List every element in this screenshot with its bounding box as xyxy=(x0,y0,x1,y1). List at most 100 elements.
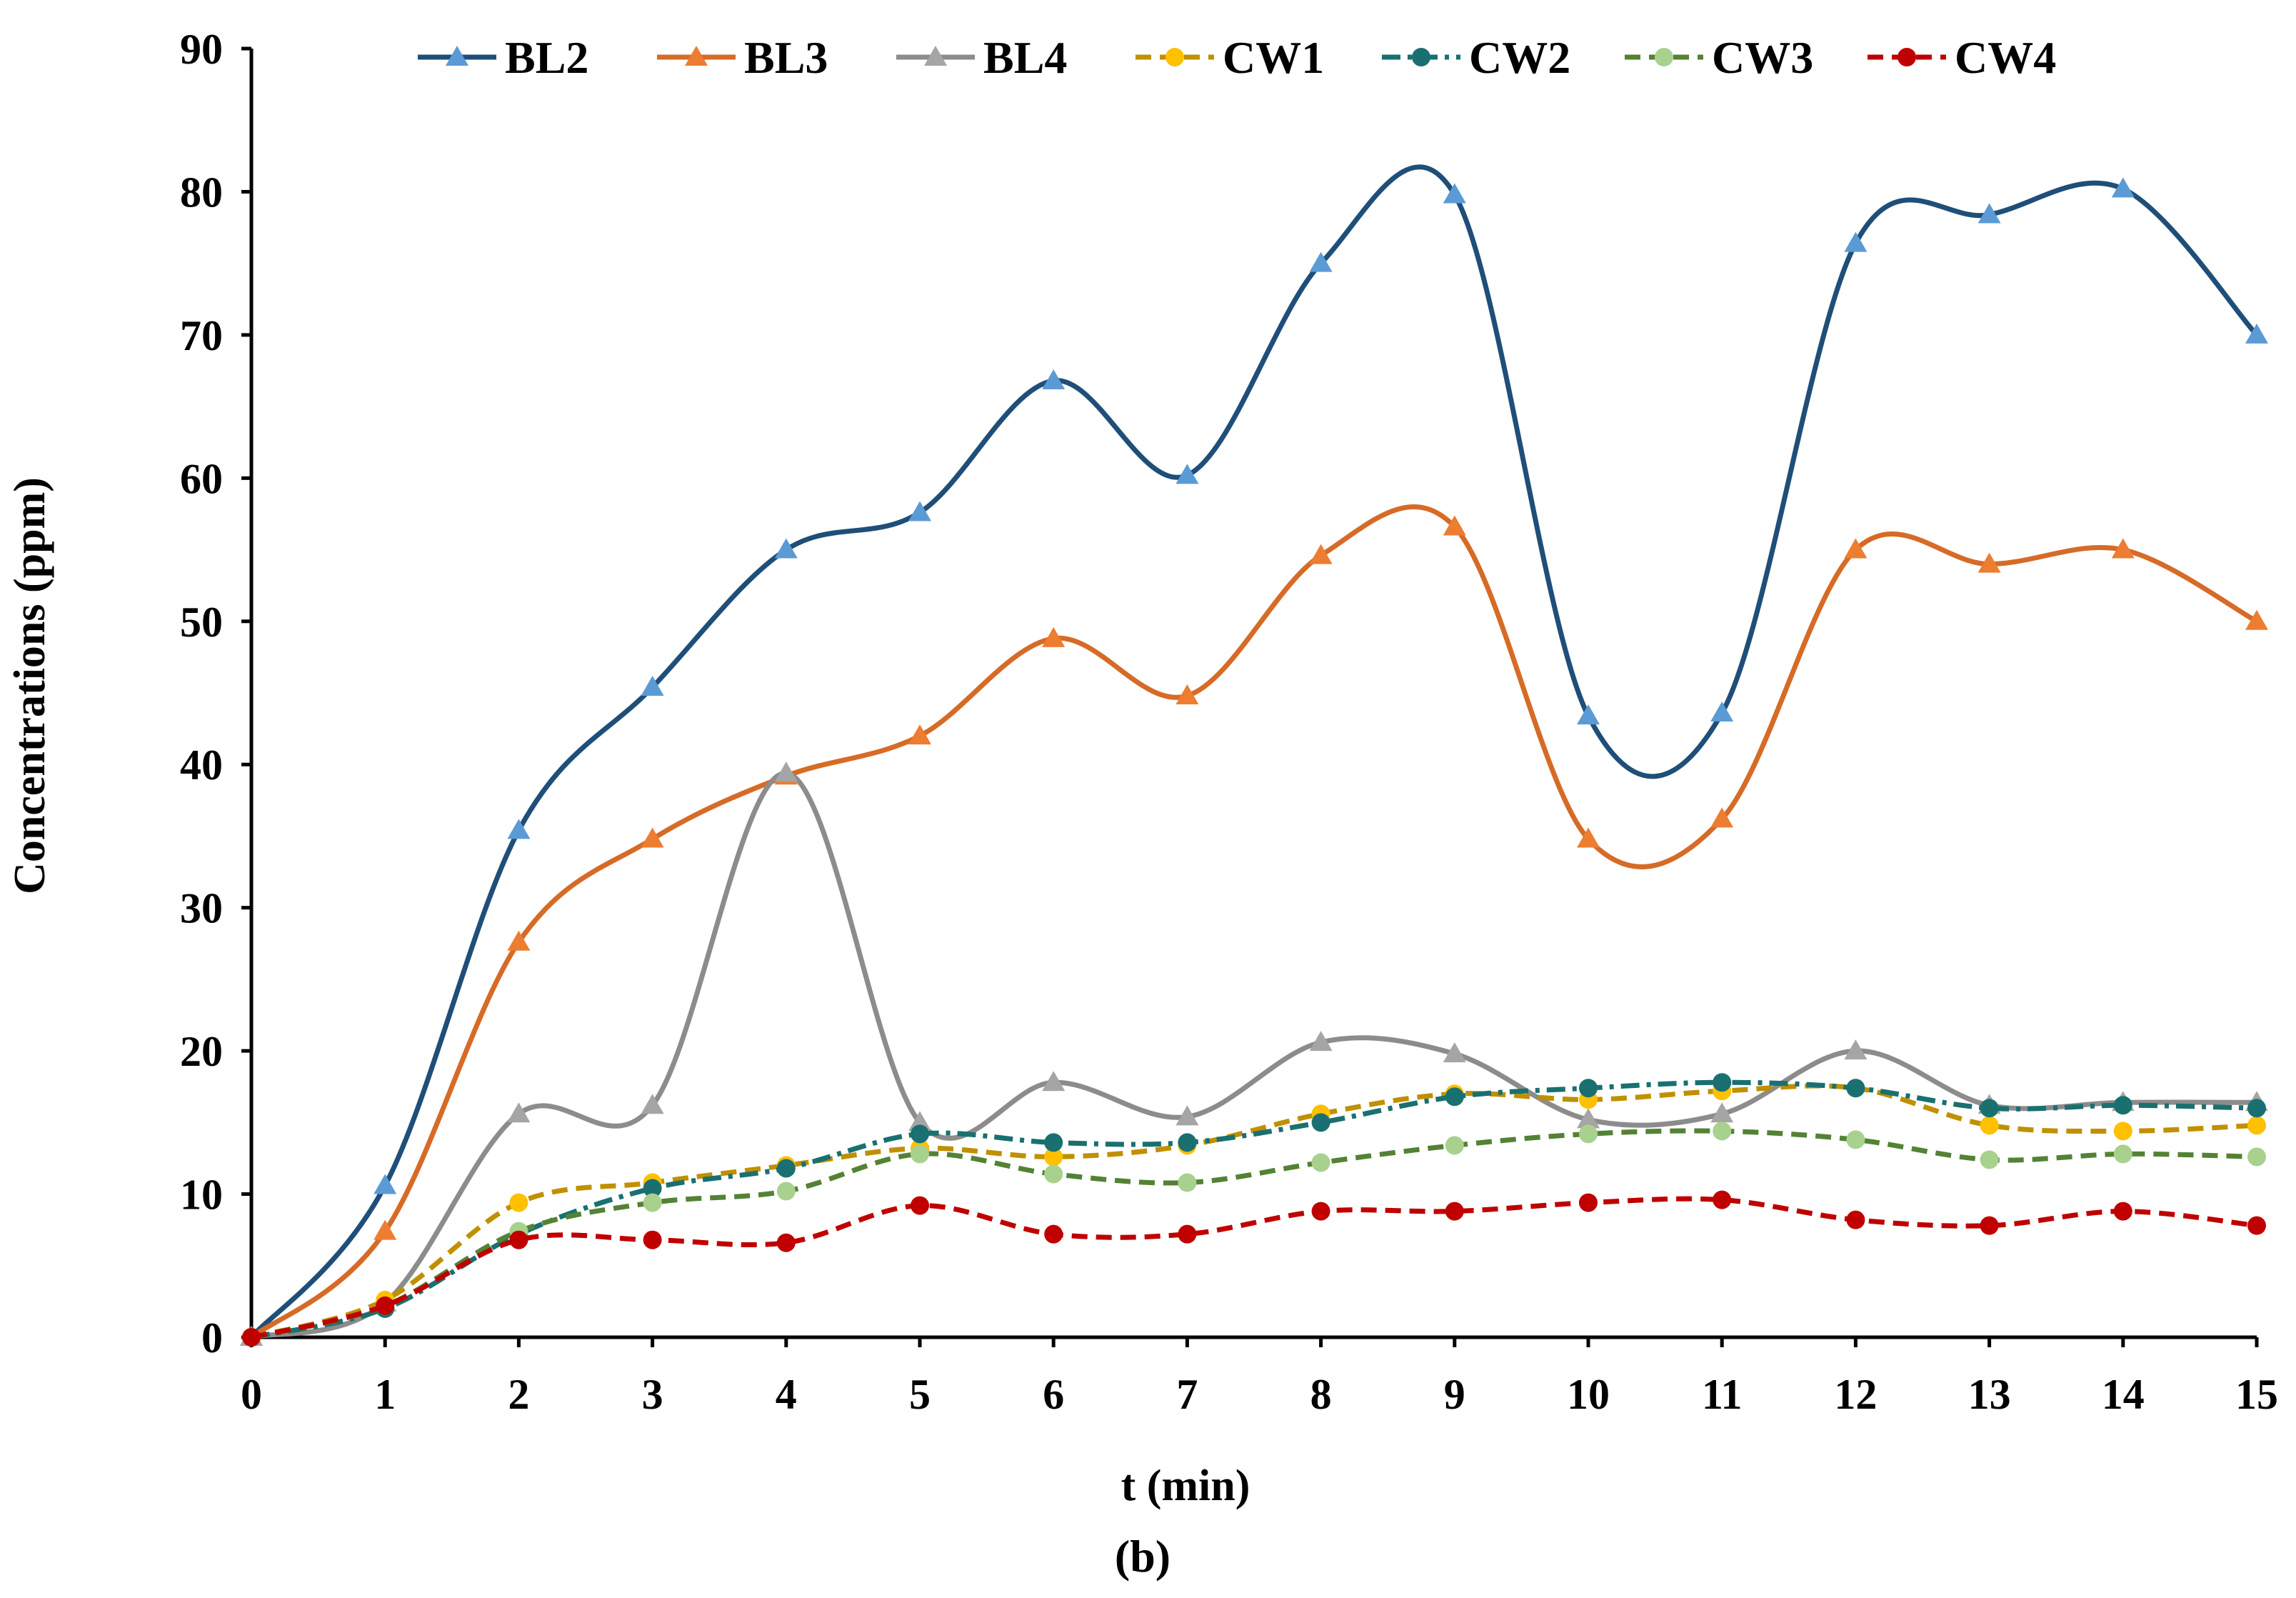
x-tick-label: 7 xyxy=(1176,1371,1198,1418)
data-point-cw1 xyxy=(1980,1116,1999,1135)
data-point-bl3 xyxy=(908,724,931,745)
data-point-bl4 xyxy=(908,1111,931,1132)
series-cw2 xyxy=(242,1073,2266,1347)
series-line-bl2 xyxy=(249,164,2259,1339)
data-point-bl4 xyxy=(507,1102,531,1123)
data-point-cw4 xyxy=(1980,1216,1999,1235)
x-tick-label: 9 xyxy=(1444,1371,1465,1418)
x-tick-label: 5 xyxy=(909,1371,931,1418)
data-point-bl2 xyxy=(641,675,664,696)
data-point-cw2 xyxy=(1445,1087,1464,1107)
data-point-cw4 xyxy=(509,1230,528,1249)
data-point-cw4 xyxy=(911,1196,929,1215)
data-point-cw4 xyxy=(2247,1216,2266,1235)
series-line-cw4 xyxy=(251,1196,2257,1340)
data-point-cw4 xyxy=(1713,1190,1732,1209)
series-cw3 xyxy=(242,1122,2266,1347)
legend-swatch-marker-bl2 xyxy=(446,46,468,66)
series-bl2 xyxy=(240,164,2268,1346)
data-point-cw3 xyxy=(2113,1144,2132,1164)
data-point-cw2 xyxy=(1311,1113,1330,1132)
x-tick-label: 6 xyxy=(1043,1371,1064,1418)
legend-swatch-marker-cw2 xyxy=(1412,48,1430,66)
legend-item-bl2: BL2 xyxy=(418,32,588,83)
data-point-bl4 xyxy=(1577,1108,1600,1129)
legend-item-bl4: BL4 xyxy=(896,32,1067,83)
data-point-cw4 xyxy=(242,1328,261,1347)
y-tick-label: 60 xyxy=(180,455,223,502)
legend-label-cw3: CW3 xyxy=(1712,32,1813,83)
data-point-cw1 xyxy=(2247,1116,2266,1135)
data-point-bl2 xyxy=(1977,203,2001,224)
legend-swatch-marker-bl4 xyxy=(924,46,947,66)
data-point-cw2 xyxy=(1980,1099,1999,1118)
data-point-cw2 xyxy=(776,1159,796,1178)
data-point-cw4 xyxy=(1579,1193,1598,1212)
data-point-cw4 xyxy=(1311,1202,1330,1221)
x-tick-label: 10 xyxy=(1567,1371,1610,1418)
data-point-bl3 xyxy=(1175,684,1199,705)
y-tick-label: 30 xyxy=(180,885,223,932)
y-tick-label: 0 xyxy=(201,1314,223,1362)
data-point-cw2 xyxy=(2113,1096,2132,1115)
data-point-cw4 xyxy=(1445,1202,1464,1221)
data-point-bl2 xyxy=(2245,323,2268,344)
series-cw4 xyxy=(242,1190,2266,1347)
data-point-bl3 xyxy=(1042,626,1066,647)
series-bl3 xyxy=(240,504,2268,1346)
x-tick-label: 13 xyxy=(1968,1371,2011,1418)
legend-swatch-marker-bl3 xyxy=(685,46,708,66)
data-point-bl2 xyxy=(507,819,531,839)
legend-label-bl4: BL4 xyxy=(983,32,1067,83)
data-point-cw4 xyxy=(2113,1202,2132,1221)
data-point-bl2 xyxy=(1309,251,1333,272)
data-point-cw1 xyxy=(2113,1122,2132,1141)
legend-label-cw4: CW4 xyxy=(1955,32,2056,83)
data-point-cw3 xyxy=(1579,1124,1598,1144)
y-axis-title: Concentrations (ppm) xyxy=(6,477,54,894)
data-point-bl2 xyxy=(1042,369,1066,390)
panel-label: (b) xyxy=(1115,1531,1170,1582)
legend-label-cw2: CW2 xyxy=(1469,32,1570,83)
legend-item-cw2: CW2 xyxy=(1382,32,1570,83)
data-point-bl4 xyxy=(1844,1039,1868,1060)
y-tick-label: 40 xyxy=(180,741,223,789)
plot-area xyxy=(240,164,2268,1347)
data-point-bl3 xyxy=(1710,807,1734,828)
x-tick-label: 12 xyxy=(1834,1371,1877,1418)
data-point-cw4 xyxy=(776,1233,796,1252)
y-tick-label: 80 xyxy=(180,169,223,216)
legend-item-cw1: CW1 xyxy=(1136,32,1324,83)
data-point-bl2 xyxy=(1577,704,1600,725)
data-point-cw4 xyxy=(1846,1210,1865,1229)
data-point-bl2 xyxy=(774,538,798,559)
data-point-bl4 xyxy=(1042,1071,1066,1092)
data-point-cw3 xyxy=(1846,1130,1865,1149)
x-tick-label: 1 xyxy=(374,1371,396,1418)
data-point-bl3 xyxy=(2245,609,2268,630)
y-tick-label: 90 xyxy=(180,26,223,73)
data-point-bl2 xyxy=(1844,231,1868,252)
data-point-cw3 xyxy=(1713,1122,1732,1141)
x-tick-label: 2 xyxy=(508,1371,529,1418)
data-point-bl4 xyxy=(774,761,798,782)
legend-item-bl3: BL3 xyxy=(657,32,828,83)
legend-swatch-marker-cw4 xyxy=(1898,48,1916,66)
y-tick-label: 20 xyxy=(180,1028,223,1075)
series-line-bl3 xyxy=(249,504,2258,1339)
data-point-cw4 xyxy=(376,1296,395,1315)
data-point-cw2 xyxy=(1713,1073,1732,1092)
data-point-bl3 xyxy=(1977,552,2001,573)
legend-item-cw3: CW3 xyxy=(1625,32,1813,83)
data-point-bl2 xyxy=(1175,464,1199,484)
data-point-bl2 xyxy=(908,501,931,521)
data-point-cw2 xyxy=(1579,1079,1598,1098)
series-line-cw2 xyxy=(251,1079,2257,1340)
series-line-bl4 xyxy=(251,770,2257,1340)
data-point-bl4 xyxy=(1175,1105,1199,1126)
x-tick-label: 4 xyxy=(776,1371,797,1418)
data-point-cw3 xyxy=(1178,1173,1197,1192)
data-point-cw4 xyxy=(643,1230,662,1249)
